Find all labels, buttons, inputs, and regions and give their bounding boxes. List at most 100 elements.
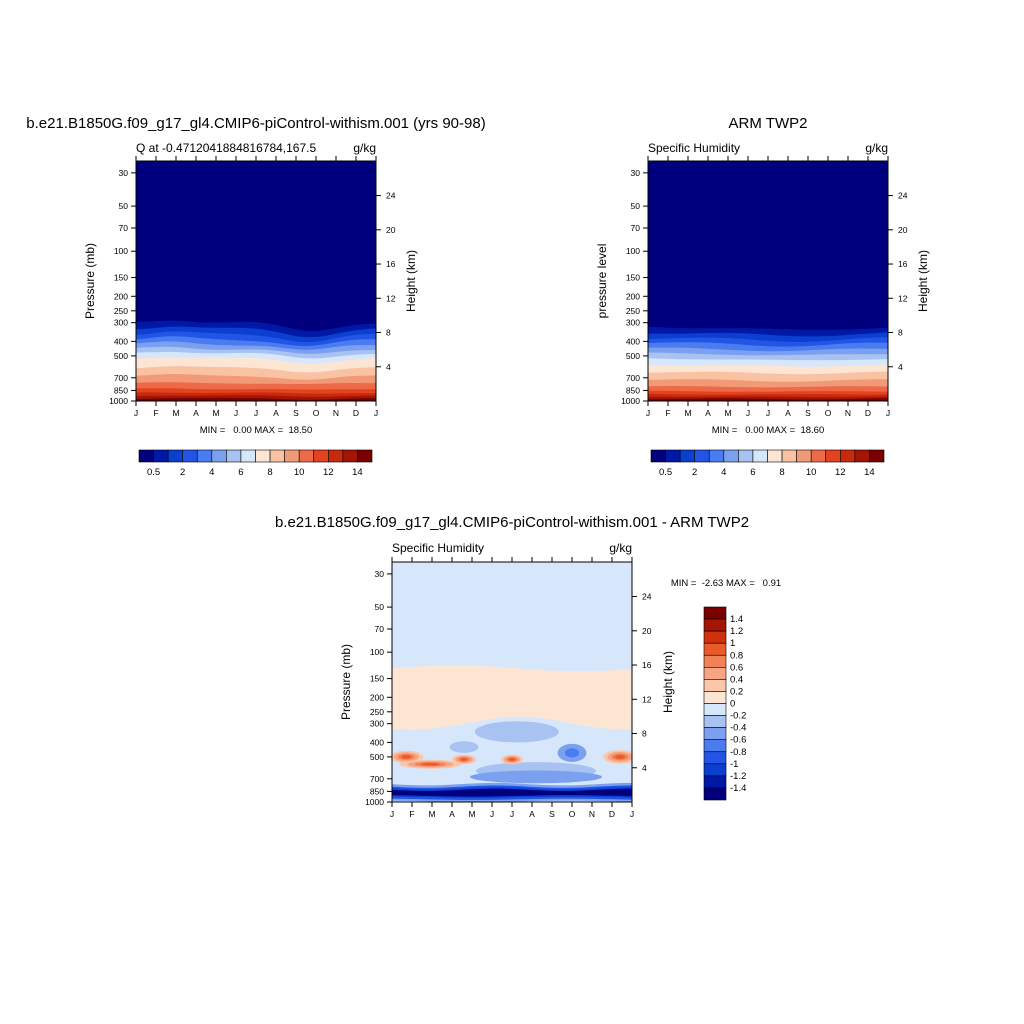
colorbar-label: 14 [864,467,875,478]
panel-diff-minmax: MIN = -2.63 MAX = 0.91 [671,578,781,589]
y-tick-label: 850 [370,786,384,796]
panel-model-ylabel: Pressure (mb) [83,243,97,319]
colorbar-label: 0.2 [730,686,743,697]
y-tick-label: 400 [370,737,384,747]
y-tick-label: 50 [631,201,641,211]
colorbar-label: 2 [692,467,697,478]
colorbar-label: 10 [294,467,305,478]
colorbar-label: -1 [730,759,738,770]
x-tick-label: A [785,408,791,418]
panel-model: b.e21.B1850G.f09_g17_gl4.CMIP6-piControl… [26,115,485,478]
panel-obs-subtitle-left: Specific Humidity [648,141,740,155]
y-tick-label: 500 [370,752,384,762]
x-tick-label: A [529,809,535,819]
panel-obs-subtitle-right: g/kg [865,141,888,155]
y-tick-label: 1000 [621,396,640,406]
colorbar-label: -1.2 [730,771,746,782]
colorbar-box [703,691,727,704]
colorbar-label: 0.6 [730,662,743,673]
x-tick-label: J [134,408,138,418]
y-tick-right-label: 12 [898,293,908,303]
colorbar-box [167,449,183,463]
contour-band [392,665,632,730]
y-tick-label: 100 [114,246,128,256]
y-tick-right-label: 4 [898,362,903,372]
x-tick-label: M [428,809,435,819]
contour-patch [401,755,412,759]
panel-diff: b.e21.B1850G.f09_g17_gl4.CMIP6-piControl… [275,514,781,819]
colorbar-box [313,449,329,463]
x-tick-label: O [825,408,832,418]
colorbar-label: 8 [267,467,272,478]
x-tick-label: A [273,408,279,418]
x-tick-label: A [449,809,455,819]
colorbar-box [796,449,812,463]
colorbar-box [694,449,710,463]
colorbar-box [840,449,856,463]
colorbar-box [153,449,169,463]
panel-model-subtitle-right: g/kg [353,141,376,155]
colorbar-box [738,449,754,463]
colorbar-box [703,775,727,789]
colorbar-box [665,449,681,463]
contour-patch [508,758,516,761]
y-tick-label: 70 [119,223,129,233]
y-tick-label: 500 [114,351,128,361]
y-tick-label: 500 [626,351,640,361]
panel-model-title: b.e21.B1850G.f09_g17_gl4.CMIP6-piControl… [26,115,485,132]
colorbar-label: 1.4 [730,614,743,625]
panel-obs-ylabel: pressure level [595,244,609,319]
y-tick-label: 30 [631,168,641,178]
y-tick-right-label: 12 [386,293,396,303]
panel-model-axes: J F M A M J J A S O N D J 30 50 70 100 150 200 250 300 400 500… [109,156,396,418]
colorbar-label: 6 [750,467,755,478]
x-tick-label: J [390,809,394,819]
y-tick-label: 150 [370,674,384,684]
colorbar-box [196,449,213,463]
colorbar-box [138,449,154,463]
panel-diff-subtitle-left: Specific Humidity [392,541,484,555]
colorbar-label: 10 [806,467,817,478]
panel-diff-title: b.e21.B1850G.f09_g17_gl4.CMIP6-piControl… [275,514,749,531]
contour-patch [564,748,580,758]
y-tick-label: 1000 [365,797,384,807]
colorbar-box [703,727,727,740]
colorbar-box [810,449,827,463]
colorbar-box [342,449,358,463]
colorbar-box [650,449,666,463]
y-tick-label: 200 [626,291,640,301]
colorbar-box [240,449,256,463]
colorbar-box [703,642,727,656]
y-tick-label: 700 [370,774,384,784]
y-tick-label: 700 [114,373,128,383]
colorbar-box [703,654,727,668]
y-tick-right-label: 8 [386,328,391,338]
x-tick-label: S [805,408,811,418]
colorbar-box [854,449,870,463]
colorbar-box [767,449,783,463]
colorbar-box [703,739,727,753]
x-tick-label: M [684,408,691,418]
x-tick-label: O [313,408,320,418]
x-tick-label: J [886,408,890,418]
x-tick-label: J [510,809,514,819]
panel-obs: ARM TWP2 Specific Humidity g/kg J F M A M J J A… [595,115,930,478]
y-tick-right-label: 16 [386,259,396,269]
x-tick-label: F [665,408,670,418]
y-tick-label: 30 [119,168,129,178]
colorbar-label: 0 [730,699,735,710]
colorbar-box [703,751,727,765]
panel-diff-subtitle-right: g/kg [609,541,632,555]
x-tick-label: S [549,809,555,819]
y-tick-right-label: 16 [898,259,908,269]
panel-obs-axes: J F M A M J J A S O N D J 30 50 70 100 150 200 250 300 400 500… [621,156,908,418]
y-tick-label: 70 [631,223,641,233]
colorbar-box [255,449,271,463]
contour-band [392,788,632,797]
colorbar-label: -0.6 [730,735,746,746]
y-tick-label: 1000 [109,396,128,406]
panel-model-field [136,161,376,401]
colorbar-box [703,606,727,620]
panel-diff-field [392,562,632,802]
